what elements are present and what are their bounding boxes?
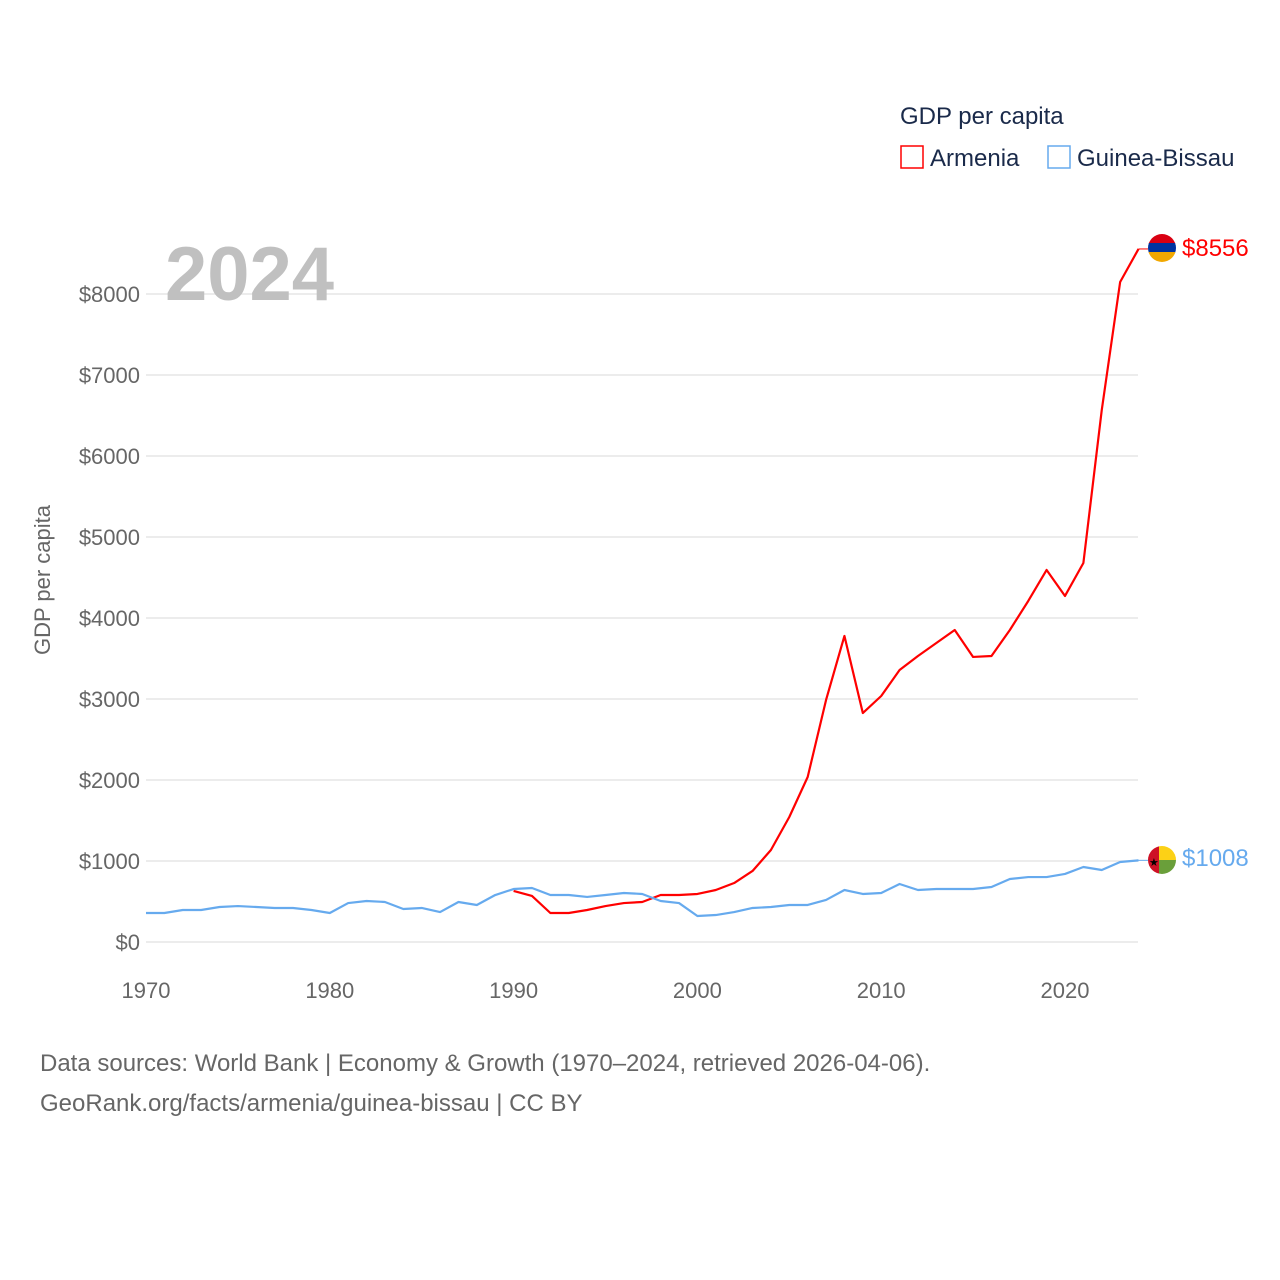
y-tick-label: $8000 <box>79 282 140 307</box>
legend-swatch-armenia[interactable] <box>900 145 924 169</box>
y-tick-label: $2000 <box>79 768 140 793</box>
data-sources-text: Data sources: World Bank | Economy & Gro… <box>40 1050 931 1077</box>
y-axis-label: GDP per capita <box>30 504 55 655</box>
attribution-link[interactable]: GeoRank.org/facts/armenia/guinea-bissau … <box>40 1090 583 1117</box>
x-tick-label: 2000 <box>673 978 722 1003</box>
y-tick-label: $3000 <box>79 687 140 712</box>
armenia-end-label: $8556 <box>1182 235 1249 262</box>
legend: GDP per capita Armenia Guinea-Bissau <box>900 103 1234 172</box>
year-watermark: 2024 <box>165 232 334 317</box>
series-line-guinea-bissau <box>146 859 1139 918</box>
x-tick-label: 1970 <box>122 978 171 1003</box>
y-tick-label: $0 <box>116 930 140 955</box>
legend-label-guinea-bissau[interactable]: Guinea-Bissau <box>1077 145 1234 172</box>
series-line-armenia <box>513 248 1140 915</box>
footer: Data sources: World Bank | Economy & Gro… <box>40 1044 930 1124</box>
y-tick-label: $1000 <box>79 849 140 874</box>
x-tick-label: 2020 <box>1041 978 1090 1003</box>
y-tick-label: $6000 <box>79 444 140 469</box>
y-tick-label: $4000 <box>79 606 140 631</box>
armenia-flag-icon <box>1148 234 1176 262</box>
guinea-bissau-end-label: $1008 <box>1182 845 1249 872</box>
svg-text:★: ★ <box>1149 857 1159 869</box>
x-tick-label: 1980 <box>305 978 354 1003</box>
y-tick-label: $5000 <box>79 525 140 550</box>
legend-swatch-guinea-bissau[interactable] <box>1047 145 1071 169</box>
x-tick-label: 2010 <box>857 978 906 1003</box>
legend-title: GDP per capita <box>900 103 1064 130</box>
grid <box>146 293 1138 943</box>
guinea-bissau-flag-icon: ★ <box>1148 846 1176 874</box>
x-tick-label: 1990 <box>489 978 538 1003</box>
y-tick-label: $7000 <box>79 363 140 388</box>
legend-label-armenia[interactable]: Armenia <box>930 145 1020 172</box>
